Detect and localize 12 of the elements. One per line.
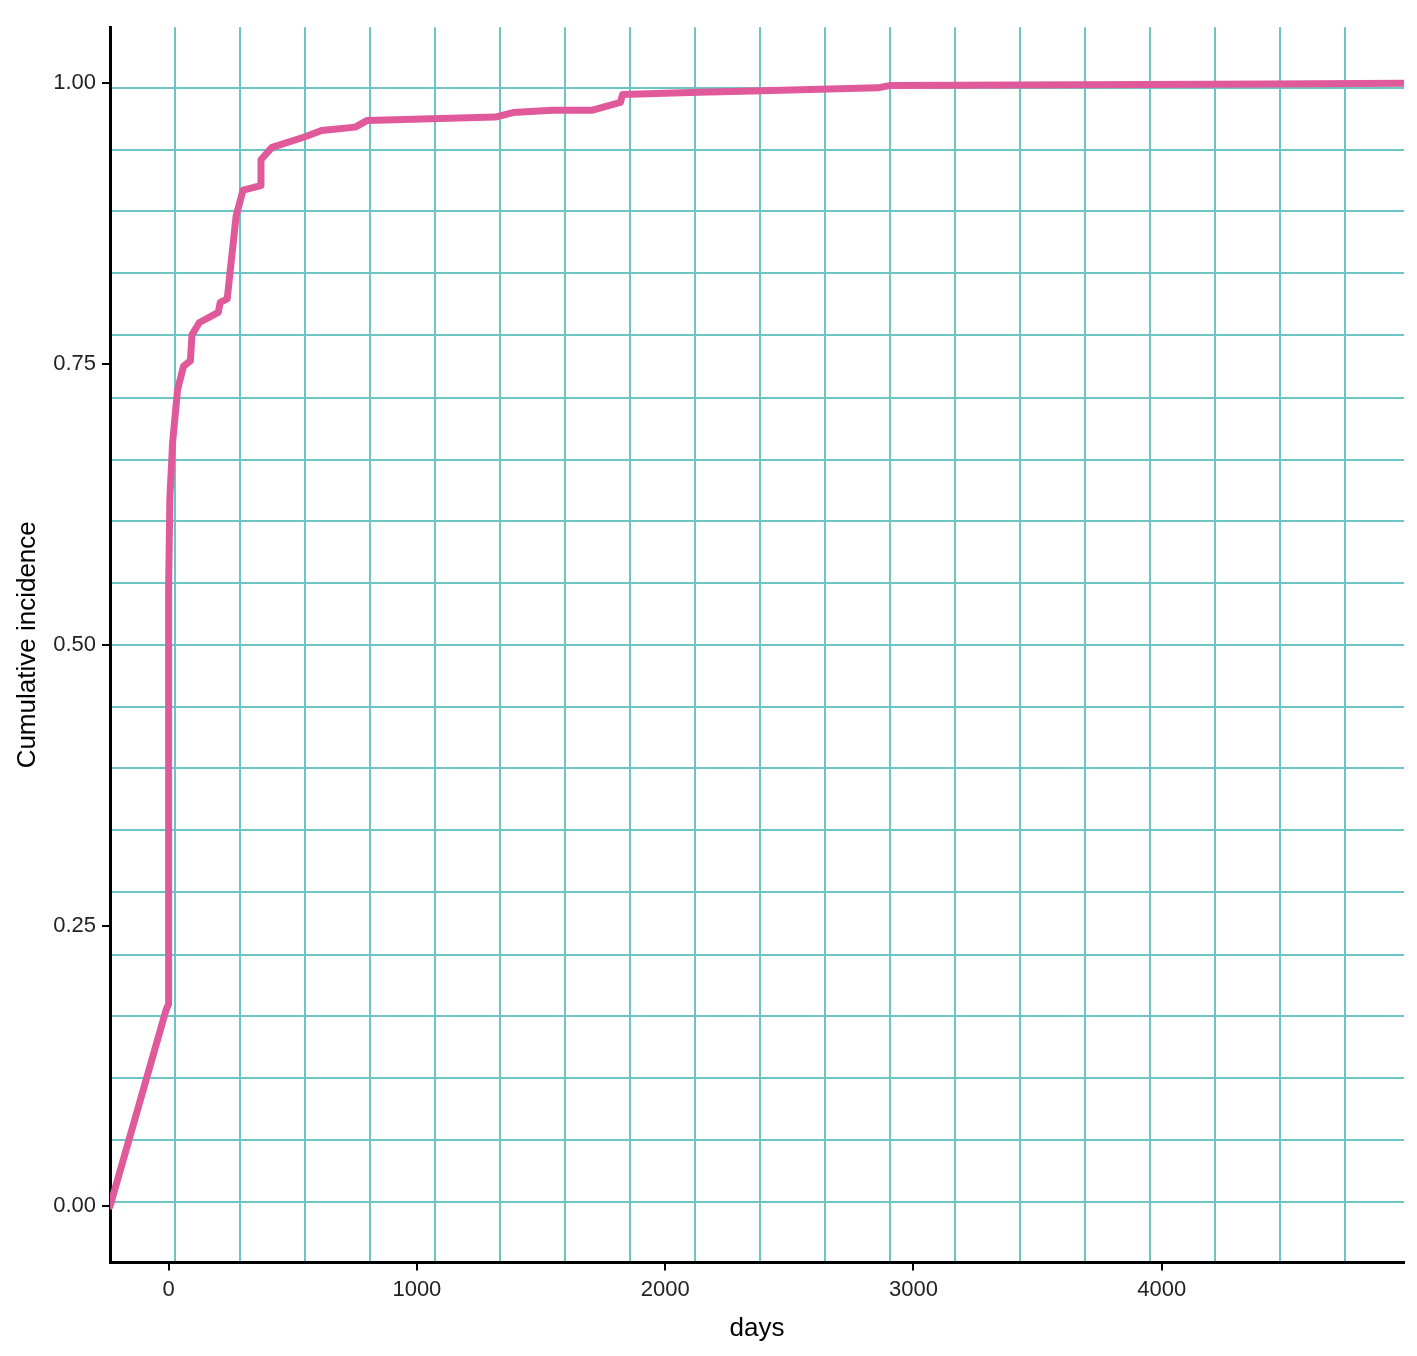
y-tick-label: 0.25 (53, 911, 97, 937)
y-axis-title: Cumulative incidence (10, 521, 41, 769)
x-tick-label: 1000 (392, 1275, 442, 1301)
y-tick-label: 0.00 (53, 1192, 97, 1218)
x-axis-title: days (729, 1311, 785, 1342)
x-tick-label: 0 (162, 1275, 175, 1301)
x-tick-label: 4000 (1137, 1275, 1187, 1301)
y-tick-label: 0.75 (53, 350, 97, 376)
x-tick-label: 2000 (640, 1275, 690, 1301)
y-tick-label: 1.00 (53, 69, 97, 95)
x-tick-label: 3000 (888, 1275, 938, 1301)
y-tick-label: 0.50 (53, 630, 97, 656)
